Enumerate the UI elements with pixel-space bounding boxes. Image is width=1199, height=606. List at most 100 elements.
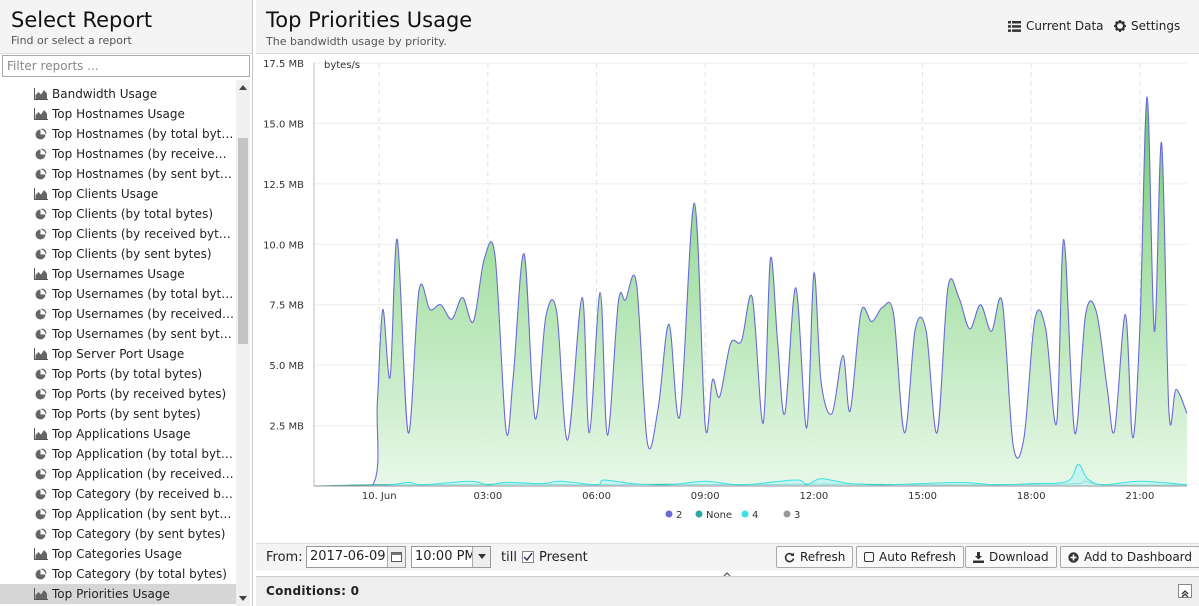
legend-label[interactable]: 3 (794, 510, 800, 521)
report-tree-item[interactable]: Top Categories Usage (0, 544, 236, 564)
refresh-icon (784, 552, 795, 562)
calendar-icon (391, 552, 402, 562)
expand-conditions-button[interactable] (1178, 584, 1192, 598)
till-label: till (501, 550, 517, 565)
series-4-line (314, 463, 1188, 487)
report-tree-item[interactable]: Top Clients (by sent bytes) (0, 244, 236, 264)
report-tree-item[interactable]: Top Usernames (by sent bytes) (0, 324, 236, 344)
current-data-button[interactable]: Current Data (1008, 19, 1104, 33)
report-tree-item[interactable]: Top Application (by received bytes) (0, 464, 236, 484)
refresh-button[interactable]: Refresh (776, 546, 854, 568)
report-tree-item[interactable]: Top Usernames (by received bytes) (0, 304, 236, 324)
auto-refresh-label: Auto Refresh (879, 550, 956, 564)
checkbox-empty-icon (864, 552, 874, 562)
y-tick-label: 2.5 MB (269, 422, 304, 433)
series-4-area (314, 464, 1187, 486)
legend-label[interactable]: 2 (676, 510, 682, 521)
report-panel: Top Priorities Usage The bandwidth usage… (256, 0, 1199, 606)
legend-label[interactable]: 4 (752, 510, 758, 521)
report-tree-item[interactable]: Top Hostnames (by received byte... (0, 144, 236, 164)
auto-refresh-button[interactable]: Auto Refresh (856, 546, 964, 568)
x-tick-label: 09:00 (691, 491, 720, 502)
report-tree-item[interactable]: Top Hostnames (by total bytes) (0, 124, 236, 144)
report-tree-item[interactable]: Top Category (by total bytes) (0, 564, 236, 584)
checkmark-icon (523, 552, 533, 562)
pie-chart-icon (34, 328, 48, 340)
double-chevron-up-icon (1181, 590, 1189, 598)
add-to-dashboard-button[interactable]: Add to Dashboard (1060, 546, 1199, 568)
legend-marker[interactable] (665, 510, 673, 518)
pie-chart-icon (34, 308, 48, 320)
report-tree-item[interactable]: Top Usernames Usage (0, 264, 236, 284)
time-dropdown-button[interactable] (472, 547, 490, 567)
area-chart-icon (34, 588, 48, 600)
report-tree-item[interactable]: Top Hostnames (by sent bytes) (0, 164, 236, 184)
report-tree-item[interactable]: Top Applications Usage (0, 424, 236, 444)
report-tree-item-label: Top Categories Usage (52, 547, 182, 561)
report-tree-item[interactable]: Top Clients (by total bytes) (0, 204, 236, 224)
report-tree-item-label: Top Server Port Usage (52, 347, 185, 361)
report-tree-item[interactable]: Top Ports (by received bytes) (0, 384, 236, 404)
from-label: From: (266, 550, 303, 565)
report-tree-item[interactable]: Top Server Port Usage (0, 344, 236, 364)
legend-marker[interactable] (695, 510, 703, 518)
report-tree-item-label: Top Category (by received bytes) (52, 487, 234, 501)
report-tree-item-label: Top Application (by received bytes) (52, 467, 234, 481)
scroll-up-arrow-icon[interactable] (239, 85, 247, 90)
report-tree-item-label: Top Application (by sent bytes) (52, 507, 234, 521)
report-tree-item[interactable]: Top Application (by sent bytes) (0, 504, 236, 524)
report-tree-item-label: Top Clients (by sent bytes) (52, 247, 212, 261)
download-icon (973, 551, 984, 563)
calendar-picker-button[interactable] (387, 547, 405, 567)
report-tree-item[interactable]: Top Priorities Usage (0, 584, 236, 604)
from-date-field[interactable]: 2017-06-09 (306, 546, 406, 568)
report-tree-item[interactable]: Top Clients Usage (0, 184, 236, 204)
report-tree-item[interactable]: Top Usernames (by total bytes) (0, 284, 236, 304)
report-tree-item-label: Top Application (by total bytes) (52, 447, 234, 461)
report-tree: Bandwidth Usage Top Hostnames Usage Top Ho… (0, 80, 236, 606)
series-2-area (314, 96, 1187, 486)
pie-chart-icon (34, 368, 48, 380)
area-chart-icon (34, 108, 48, 120)
y-tick-label: 12.5 MB (263, 180, 304, 191)
series-2-line (314, 96, 1188, 487)
filter-reports-input[interactable] (2, 55, 250, 77)
add-to-dashboard-label: Add to Dashboard (1084, 550, 1193, 564)
pie-chart-icon (34, 128, 48, 140)
legend-marker[interactable] (741, 510, 749, 518)
report-tree-item[interactable]: Bandwidth Usage (0, 84, 236, 104)
y-tick-label: 7.5 MB (269, 301, 304, 312)
report-tree-item[interactable]: Top Hostnames Usage (0, 104, 236, 124)
report-tree-item[interactable]: Top Ports (by sent bytes) (0, 404, 236, 424)
report-tree-item[interactable]: Top Category (by received bytes) (0, 484, 236, 504)
scrollbar-thumb[interactable] (238, 138, 248, 344)
from-time-field[interactable]: 10:00 PM (411, 546, 491, 568)
settings-button[interactable]: Settings (1114, 19, 1180, 33)
present-checkbox[interactable] (522, 551, 534, 563)
report-tree-item[interactable]: Top Category (by sent bytes) (0, 524, 236, 544)
report-tree-scrollbar[interactable] (236, 80, 250, 606)
area-chart-icon (34, 188, 48, 200)
y-tick-label: 10.0 MB (263, 240, 304, 251)
legend-marker[interactable] (783, 510, 791, 518)
gear-icon (1114, 20, 1126, 32)
pie-chart-icon (34, 448, 48, 460)
pie-chart-icon (34, 208, 48, 220)
time-range-toolbar: From: 2017-06-09 10:00 PM till Present R… (256, 543, 1199, 571)
pie-chart-icon (34, 288, 48, 300)
conditions-bar[interactable]: Conditions: 0 (256, 576, 1199, 606)
download-button[interactable]: Download (965, 546, 1057, 568)
pie-chart-icon (34, 168, 48, 180)
panel-resize-handle[interactable] (711, 571, 743, 577)
legend-label[interactable]: None (706, 510, 732, 521)
scroll-down-arrow-icon[interactable] (239, 596, 247, 601)
area-chart-icon (34, 348, 48, 360)
report-tree-item-label: Bandwidth Usage (52, 87, 158, 101)
report-tree-item[interactable]: Top Ports (by total bytes) (0, 364, 236, 384)
report-selector-panel: Select Report Find or select a report Ba… (0, 0, 253, 606)
report-tree-item[interactable]: Top Clients (by received bytes) (0, 224, 236, 244)
pie-chart-icon (34, 568, 48, 580)
report-tree-item-label: Top Clients Usage (52, 187, 159, 201)
report-tree-item[interactable]: Top Application (by total bytes) (0, 444, 236, 464)
conditions-label: Conditions: 0 (266, 584, 360, 598)
